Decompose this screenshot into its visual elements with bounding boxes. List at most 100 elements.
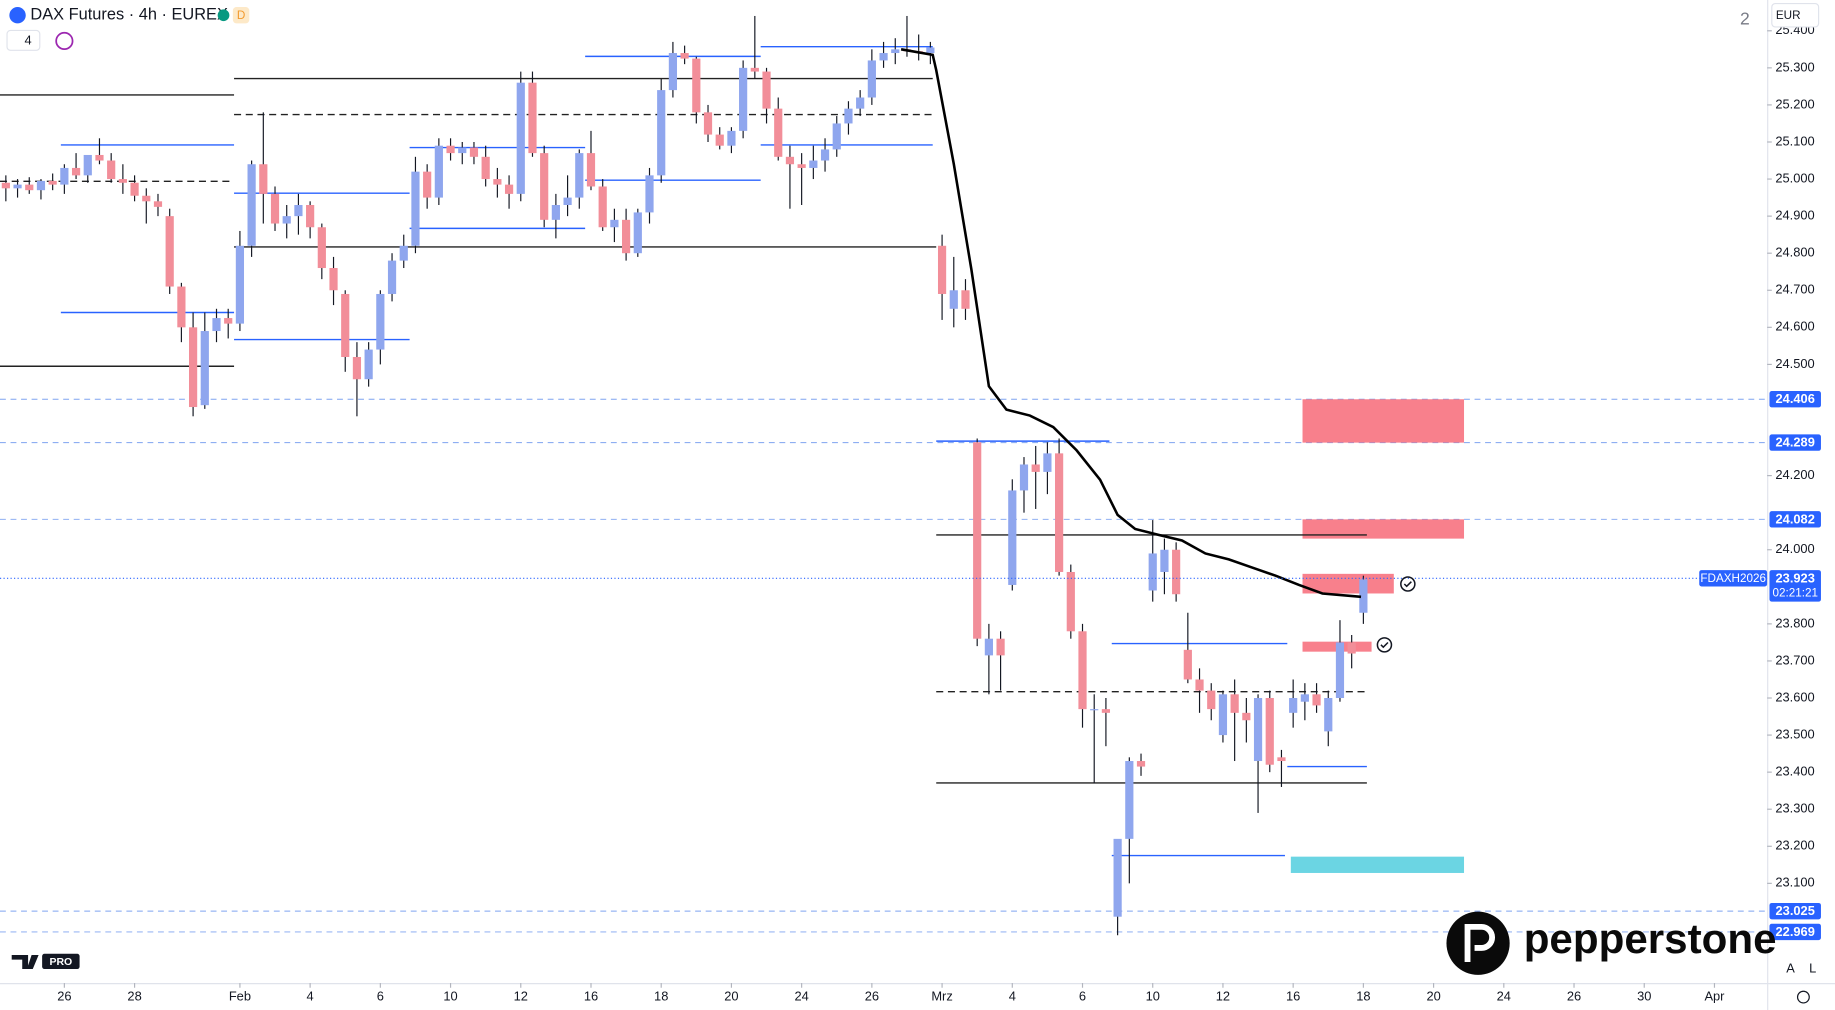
check-icon [1376,637,1393,653]
candle-body [1277,757,1286,762]
candle-body [107,160,116,180]
candle-body [1101,709,1111,713]
candle-body [235,245,245,324]
candle-body [739,67,748,131]
price-level-label: 22.969 [1776,924,1815,939]
brand-mark [1446,911,1510,975]
candle-body [1242,712,1251,721]
y-tick-label: 25.000 [1775,170,1814,185]
candle-body [224,318,233,324]
plot [0,15,1768,936]
candle-body [118,179,127,183]
check-mark [1380,641,1389,649]
candle-body [1160,549,1169,572]
y-tick-label: 24.900 [1775,208,1814,223]
candle-body [785,156,795,165]
candle-body [937,245,947,294]
layout-count: 2 [1740,9,1750,29]
price-level-label: 23.025 [1776,903,1815,918]
candle-body [551,205,560,220]
candle-body [984,638,993,656]
currency: EUR [1776,9,1801,22]
candle-body [1207,690,1216,710]
candle-body [469,147,479,157]
x-tick-label: 26 [57,989,71,1004]
candle-body [189,327,198,408]
candle-body [387,260,397,294]
log-scale[interactable]: L [1809,960,1816,975]
settings-icon[interactable] [1796,990,1810,1004]
symbol-title: DAX Futures · 4h · EUREX [30,6,228,24]
candle-body [165,216,174,287]
candle-body [434,145,443,198]
x-tick-label: 26 [865,989,879,1004]
x-tick-label: 26 [1567,989,1581,1004]
candle-body [820,149,830,161]
x-tick-label: 16 [584,989,598,1004]
candle-body [1113,838,1122,917]
indicators-toggle[interactable] [6,29,41,51]
candle-body [575,153,584,198]
candle-body [1265,698,1274,765]
candle-body [1136,761,1146,767]
candle-body [540,153,549,220]
candle-body [563,197,572,206]
candle-body [153,201,163,207]
badge-text: D [237,9,245,22]
candle-body [657,90,666,176]
candle-body [1019,464,1029,491]
candle-body [270,193,280,224]
candle-body [797,164,806,168]
candle-body [352,356,362,380]
moving-average [900,48,1362,599]
x-tick-label: 12 [1216,989,1230,1004]
candle-body [961,290,970,309]
candle-body [306,205,315,228]
candle-body [259,164,268,194]
candle-body [610,219,619,228]
candle-body [1183,649,1192,680]
candle-body [528,82,537,154]
candle-body [1078,631,1087,710]
candle-body [177,286,186,328]
last-price-label: 23.923 [1776,570,1815,585]
symbol-label: FDAXH2026 [1700,572,1766,585]
zone [1302,519,1465,539]
y-tick-label: 25.100 [1775,133,1814,148]
candle-body [1008,490,1017,585]
price-level-label: 24.406 [1776,391,1815,406]
auto-scale[interactable]: A [1786,960,1795,975]
y-tick-label: 24.600 [1775,319,1814,334]
last-price-tag [1769,570,1821,602]
candle-body [329,268,338,291]
candle-body [200,331,209,406]
candle-body [364,349,373,380]
candle-body [95,154,104,161]
candle-body [1090,709,1099,711]
candle-body [504,184,514,194]
candle-body [1300,694,1309,702]
y-tick-label: 24.200 [1775,467,1814,482]
x-tick-label: 18 [654,989,668,1004]
price-level-tag [1769,923,1821,941]
y-tick-label: 23.200 [1775,838,1814,853]
countdown: 02:21:21 [1772,587,1817,600]
x-tick-label: 18 [1356,989,1370,1004]
price-level-tag [1769,511,1821,528]
candle-body [879,53,888,61]
zone [1302,573,1394,594]
refresh-icon[interactable] [55,31,74,51]
candle-body [1253,698,1263,762]
currency-button[interactable] [1771,2,1820,28]
x-tick-label: 24 [794,989,808,1004]
candle-body [341,293,350,357]
candle-body [996,638,1005,656]
candle-body [867,60,876,98]
candle-body [692,58,701,113]
brand-logo: pepperstone [1446,911,1777,975]
axes: 23.100 23.200 23.300 23.400 23.500 23.600 23.7… [57,22,1821,1004]
x-tick-label: 4 [307,989,314,1004]
candle-body [1230,694,1239,713]
zone [1290,856,1465,873]
